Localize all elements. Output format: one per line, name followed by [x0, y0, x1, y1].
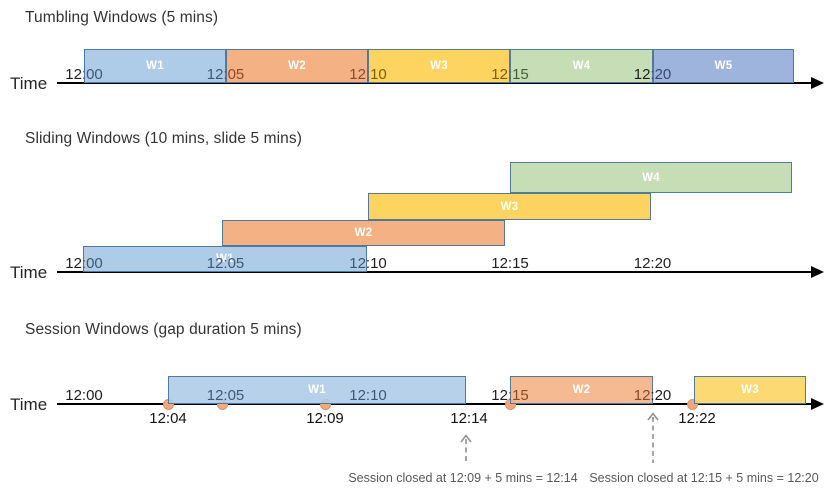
tick-minute: :10 [365, 387, 387, 404]
section-title: Session Windows (gap duration 5 mins) [25, 321, 302, 338]
tick-minute: :20 [650, 255, 672, 272]
tick-label: 12:05 [207, 256, 245, 272]
window-label: W4 [572, 60, 591, 72]
window-label: W3 [741, 384, 759, 396]
tick-label: 12:20 [634, 67, 672, 83]
tick-label: 12:20 [634, 256, 672, 272]
tick-hour: 12 [65, 387, 82, 404]
tick-minute: :00 [81, 387, 103, 404]
window-box-w2: W2 [510, 376, 653, 404]
tick-minute: :10 [365, 66, 387, 83]
window-label: W1 [216, 253, 234, 265]
window-label: W2 [354, 227, 373, 239]
window-box-w4: W4 [510, 49, 653, 83]
event-time-label: 12:22 [678, 410, 716, 427]
tick-minute: :00 [81, 66, 103, 83]
tick-label: 12:10 [349, 67, 387, 83]
tick-label: 12:15 [491, 256, 529, 272]
time-axis-label: Time [10, 263, 48, 282]
window-box-w3: W3 [368, 193, 651, 220]
tick-minute: :20 [650, 387, 672, 404]
window-label: W3 [500, 200, 519, 213]
session-closed-annotation: Session closed at 12:09 + 5 mins = 12:14 [348, 471, 578, 485]
tick-hour: 12 [349, 66, 366, 83]
window-box-w5: W5 [653, 49, 794, 83]
tick-minute: :20 [650, 66, 672, 83]
event-time-label: 12:04 [149, 410, 187, 427]
window-box-w1: W1 [168, 376, 466, 404]
tick-label: 12:20 [634, 388, 672, 404]
window-label: W4 [642, 171, 660, 184]
window-label: W2 [288, 60, 306, 72]
tick-minute: :15 [507, 66, 529, 83]
window-label: W3 [430, 60, 448, 72]
tick-label: 12:05 [207, 67, 245, 83]
tick-label: 12:15 [491, 388, 529, 404]
tick-hour: 12 [206, 66, 224, 83]
event-dot [686, 398, 698, 410]
window-box-w1: W1 [83, 246, 367, 272]
tick-minute: :00 [81, 255, 103, 272]
window-label: W2 [572, 384, 591, 396]
section-title: Sliding Windows (10 mins, slide 5 mins) [25, 130, 302, 147]
tick-hour: 12 [633, 255, 651, 272]
window-label: W1 [146, 60, 164, 72]
window-box-w4: W4 [510, 162, 792, 193]
window-box-w1: W1 [84, 49, 226, 83]
tick-label: 12:10 [349, 388, 387, 404]
tick-hour: 12 [633, 387, 651, 404]
tick-hour: 12 [206, 255, 224, 272]
tick-hour: 12 [65, 66, 82, 83]
tick-minute: :05 [223, 255, 245, 272]
window-box-w2: W2 [226, 49, 368, 83]
tick-hour: 12 [491, 387, 508, 404]
timeline-arrowhead-icon [811, 77, 824, 89]
tick-minute: :05 [223, 66, 245, 83]
tick-hour: 12 [491, 66, 508, 83]
tick-label: 12:15 [491, 67, 529, 83]
tick-hour: 12 [349, 387, 366, 404]
timeline-arrowhead-icon [811, 266, 824, 278]
tick-hour: 12 [65, 255, 82, 272]
session-closed-annotation: Session closed at 12:15 + 5 mins = 12:20 [589, 471, 819, 485]
tick-minute: :05 [223, 387, 245, 404]
dashed-up-arrow-icon [460, 434, 472, 463]
section-title: Tumbling Windows (5 mins) [25, 9, 219, 26]
window-box-w3: W3 [694, 376, 806, 404]
tick-label: 12:10 [349, 256, 387, 272]
window-label: W1 [308, 384, 326, 396]
tick-label: 12:00 [65, 388, 103, 404]
event-time-label: 12:14 [450, 410, 488, 427]
event-time-label: 12:09 [306, 410, 344, 427]
tick-hour: 12 [633, 66, 651, 83]
timeline-line [57, 82, 811, 84]
time-axis-label: Time [10, 395, 48, 414]
timeline-line [57, 271, 811, 273]
tick-label: 12:05 [207, 388, 245, 404]
tick-minute: :15 [507, 255, 529, 272]
tick-hour: 12 [491, 255, 508, 272]
tick-label: 12:00 [65, 256, 103, 272]
window-box-w2: W2 [222, 220, 505, 246]
tick-minute: :10 [365, 255, 387, 272]
time-axis-label: Time [10, 74, 48, 93]
window-label: W5 [714, 60, 733, 72]
tick-label: 12:00 [65, 67, 103, 83]
timeline-arrowhead-icon [811, 398, 824, 410]
tick-minute: :15 [507, 387, 529, 404]
tick-hour: 12 [349, 255, 366, 272]
dashed-up-arrow-icon [647, 412, 659, 463]
window-box-w3: W3 [368, 49, 510, 83]
timeline-line [57, 403, 811, 405]
tick-hour: 12 [206, 387, 224, 404]
